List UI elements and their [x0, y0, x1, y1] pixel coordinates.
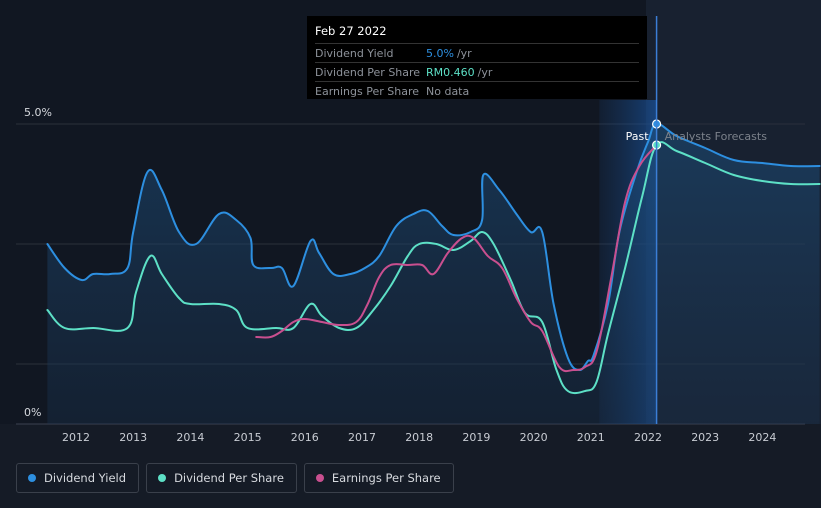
legend-dot-icon	[28, 474, 36, 482]
legend-item-dividend-yield[interactable]: Dividend Yield	[16, 463, 140, 493]
x-tick-label: 2018	[405, 431, 433, 444]
tooltip-value: No data	[426, 85, 470, 98]
tooltip-value: RM0.460	[426, 66, 475, 79]
legend-label: Dividend Yield	[44, 471, 127, 485]
tooltip-row-dividend-per-share: Dividend Per Share RM0.460 /yr	[315, 63, 639, 82]
y-tick-label: 0%	[24, 406, 41, 419]
x-tick-label: 2014	[176, 431, 204, 444]
dividend-yield-line	[46, 122, 821, 371]
x-tick-label: 2024	[748, 431, 776, 444]
forecast-label: Analysts Forecasts	[665, 130, 768, 143]
tooltip-row-earnings-per-share: Earnings Per Share No data	[315, 82, 639, 100]
x-tick-label: 2019	[462, 431, 490, 444]
legend-item-dividend-per-share[interactable]: Dividend Per Share	[146, 463, 297, 493]
x-tick-label: 2023	[691, 431, 719, 444]
legend-item-earnings-per-share[interactable]: Earnings Per Share	[303, 463, 454, 493]
x-tick-label: 2022	[634, 431, 662, 444]
earnings-per-share-line	[255, 144, 658, 373]
x-tick-label: 2012	[62, 431, 90, 444]
x-tick-label: 2015	[234, 431, 262, 444]
legend: Dividend Yield Dividend Per Share Earnin…	[16, 463, 461, 493]
tooltip-label: Earnings Per Share	[315, 85, 420, 98]
legend-dot-icon	[158, 474, 167, 482]
legend-label: Dividend Per Share	[174, 471, 284, 485]
tooltip-unit: /yr	[477, 66, 493, 79]
tooltip: Feb 27 2022 Dividend Yield 5.0% /yr Divi…	[307, 16, 647, 99]
tooltip-row-dividend-yield: Dividend Yield 5.0% /yr	[315, 44, 639, 63]
x-tick-label: 2017	[348, 431, 376, 444]
x-tick-label: 2021	[577, 431, 605, 444]
x-tick-label: 2016	[291, 431, 319, 444]
tooltip-date: Feb 27 2022	[315, 24, 639, 44]
legend-dot-icon	[315, 474, 324, 482]
tooltip-value: 5.0%	[426, 47, 454, 60]
legend-label: Earnings Per Share	[331, 471, 441, 485]
tooltip-label: Dividend Yield	[315, 47, 394, 60]
x-tick-label: 2013	[119, 431, 147, 444]
tooltip-label: Dividend Per Share	[315, 66, 421, 79]
y-tick-label: 5.0%	[24, 106, 52, 119]
dividend-per-share-line	[46, 141, 821, 395]
tooltip-unit: /yr	[456, 47, 472, 60]
x-tick-label: 2020	[520, 431, 548, 444]
past-label: Past	[626, 130, 650, 143]
